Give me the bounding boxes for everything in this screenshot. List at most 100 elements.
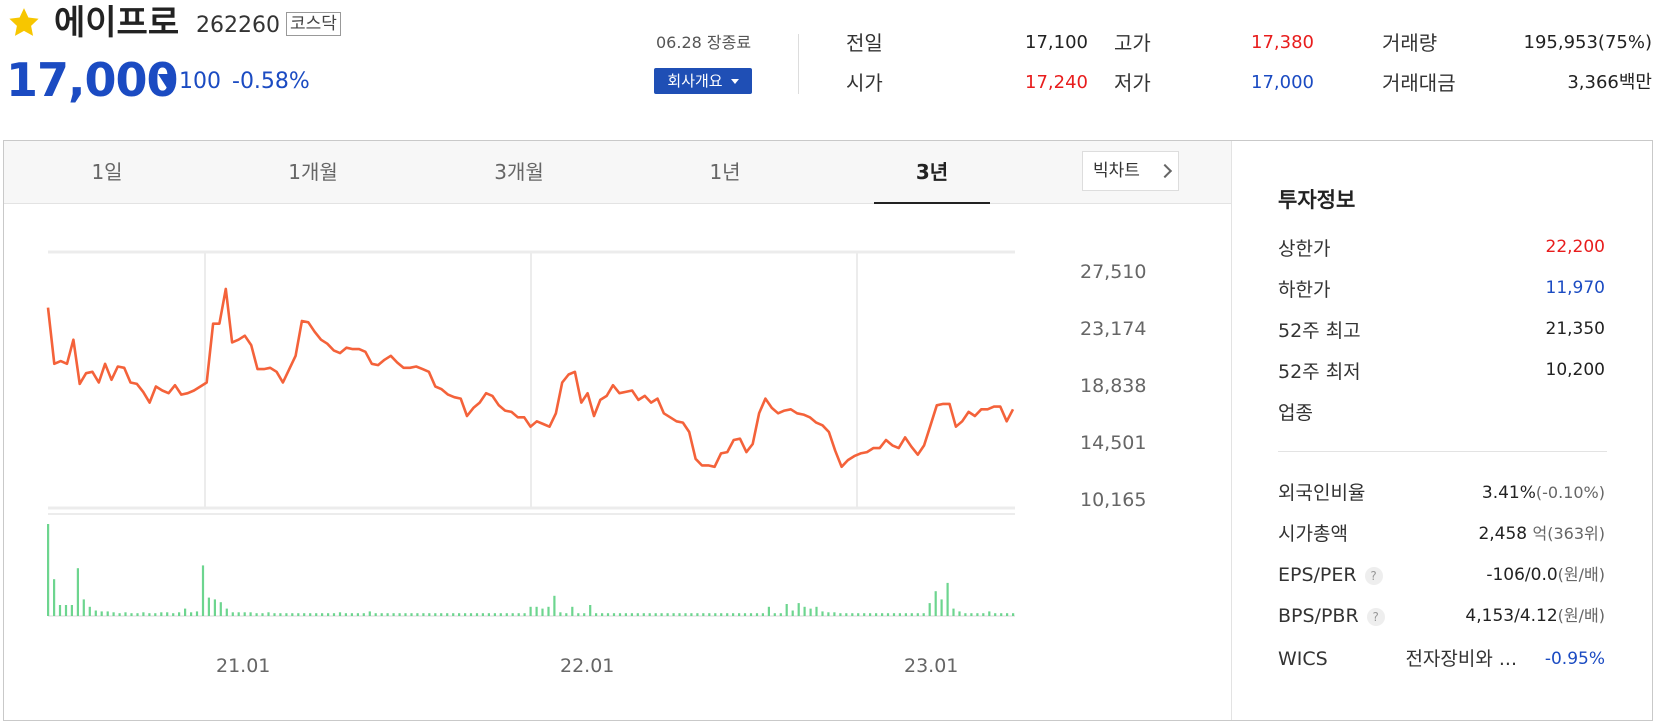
wics-sector[interactable]: 전자장비와 ... <box>1405 648 1517 670</box>
volume-bar <box>100 611 103 616</box>
company-overview-button[interactable]: 회사개요 <box>654 68 752 94</box>
volume-bar <box>618 613 622 616</box>
volume-bar <box>994 613 997 616</box>
volume-bar <box>666 613 669 616</box>
price-line-group <box>46 287 1015 469</box>
volume-bar <box>237 612 240 616</box>
open-value: 17,240 <box>1025 72 1088 93</box>
volume-bar <box>392 613 395 616</box>
x-tick-label: 22.01 <box>560 655 615 677</box>
help-icon[interactable]: ? <box>1364 566 1383 585</box>
stock-name: 에이프로 <box>54 3 180 43</box>
volume-bar <box>601 613 604 616</box>
volume-bar <box>583 613 586 616</box>
price-chart[interactable] <box>0 0 1080 725</box>
volume-bar <box>469 613 473 616</box>
low-label: 저가 <box>1114 71 1151 95</box>
volume-bar <box>845 613 848 616</box>
bps-pbr-unit: (원/배) <box>1557 606 1605 625</box>
big-chart-button[interactable]: 빅차트 <box>1082 151 1179 191</box>
help-icon[interactable]: ? <box>1366 607 1385 626</box>
volume-bar <box>338 612 342 616</box>
favorite-star-icon[interactable] <box>6 6 42 40</box>
volume-bar <box>892 613 896 616</box>
volume-bar <box>58 605 62 616</box>
volume-bar <box>565 613 568 616</box>
volume-bar <box>821 611 824 616</box>
tab-1m[interactable]: 1개월 <box>288 160 338 184</box>
volume-bar <box>928 603 931 616</box>
eps-per-text: EPS/PER <box>1278 564 1357 586</box>
low52-label: 52주 최저 <box>1278 361 1361 383</box>
tab-1d[interactable]: 1일 <box>91 160 123 184</box>
volume-bar <box>720 613 723 616</box>
volume-bar <box>976 613 979 616</box>
volume-bar <box>327 613 330 616</box>
volume-bar <box>791 610 794 616</box>
volume-bar <box>499 613 502 616</box>
volume-bar <box>190 612 193 616</box>
volume-bar <box>303 613 306 616</box>
tab-3y[interactable]: 3년 <box>915 160 949 184</box>
bps-pbr-label: BPS/PBR? <box>1278 603 1385 629</box>
volume-bar <box>362 613 365 616</box>
chart-grid <box>48 250 1015 617</box>
volume-bar <box>773 613 776 616</box>
eps-per-label: EPS/PER? <box>1278 562 1383 588</box>
trading-amount-unit: 백만 <box>1618 72 1652 93</box>
volume-bar <box>863 613 866 616</box>
volume-bar <box>446 613 449 616</box>
volume-bar <box>112 612 115 616</box>
volume-bar <box>255 613 258 616</box>
tab-1y[interactable]: 1년 <box>709 160 741 184</box>
volume-bar <box>577 613 580 616</box>
volume-bar <box>988 611 991 616</box>
market-cap-rank: (363위) <box>1547 524 1605 543</box>
volume-bar <box>136 613 139 616</box>
volume-bar <box>410 613 413 616</box>
volume-bar <box>606 613 610 616</box>
volume-bar <box>761 613 764 616</box>
volume-bar <box>249 612 252 616</box>
y-tick-label: 14,501 <box>1080 432 1147 454</box>
volume-bar <box>958 611 961 616</box>
volume-bar <box>755 613 759 616</box>
volume-bar <box>833 612 836 616</box>
prev-close-label: 전일 <box>846 31 883 55</box>
caret-down-icon <box>730 79 739 84</box>
price-line <box>46 287 1015 469</box>
upper-limit-label: 상한가 <box>1278 238 1331 260</box>
lower-limit-label: 하한가 <box>1278 279 1331 301</box>
volume-bar <box>1000 613 1003 616</box>
industry-label: 업종 <box>1278 402 1313 424</box>
volume-bar <box>70 605 73 616</box>
x-tick-label: 23.01 <box>904 655 959 677</box>
volume-bar <box>475 613 479 616</box>
lower-limit-value: 11,970 <box>1545 278 1605 298</box>
foreign-ratio-change: (-0.10%) <box>1535 483 1605 502</box>
chart-panel <box>3 140 1653 721</box>
volume-bar <box>922 613 925 616</box>
volume-bar <box>910 613 913 616</box>
volume-bar <box>225 608 228 616</box>
volume-bar <box>827 612 830 616</box>
session-status: 06.28 장종료 <box>656 33 752 52</box>
stock-code: 262260 <box>196 13 280 38</box>
trading-amount-label: 거래대금 <box>1382 71 1456 95</box>
big-chart-label: 빅차트 <box>1093 161 1140 181</box>
volume-bar <box>732 613 735 616</box>
volume-bar <box>184 608 187 616</box>
volume-bar <box>630 613 633 616</box>
wics-change: -0.95% <box>1544 649 1605 669</box>
volume-bar <box>291 613 294 616</box>
volume-bar <box>124 612 127 616</box>
market-cap-number: 2,458 <box>1478 524 1528 544</box>
chevron-right-icon <box>1157 163 1173 179</box>
foreign-ratio-number: 3.41% <box>1481 483 1536 503</box>
volume-bar <box>714 613 717 616</box>
volume-bar <box>779 613 782 616</box>
volume-bar <box>511 613 514 616</box>
tab-3m[interactable]: 3개월 <box>494 160 544 184</box>
volume-bar <box>315 613 318 616</box>
volume-bar <box>493 613 496 616</box>
